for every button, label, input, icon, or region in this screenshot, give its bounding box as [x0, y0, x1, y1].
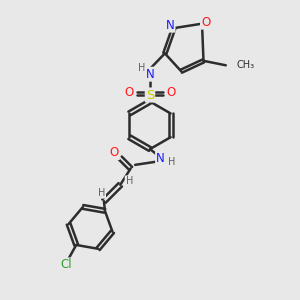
Text: O: O — [166, 86, 176, 99]
Text: N: N — [146, 68, 154, 81]
Text: S: S — [146, 88, 154, 101]
Text: H: H — [138, 63, 146, 73]
Text: N: N — [166, 19, 175, 32]
Text: H: H — [168, 157, 176, 166]
Text: O: O — [110, 146, 119, 159]
Text: Cl: Cl — [60, 258, 72, 272]
Text: O: O — [124, 86, 134, 99]
Text: N: N — [156, 152, 165, 164]
Text: H: H — [125, 176, 133, 186]
Text: H: H — [98, 188, 105, 198]
Text: O: O — [201, 16, 210, 29]
Text: CH₃: CH₃ — [236, 60, 254, 70]
